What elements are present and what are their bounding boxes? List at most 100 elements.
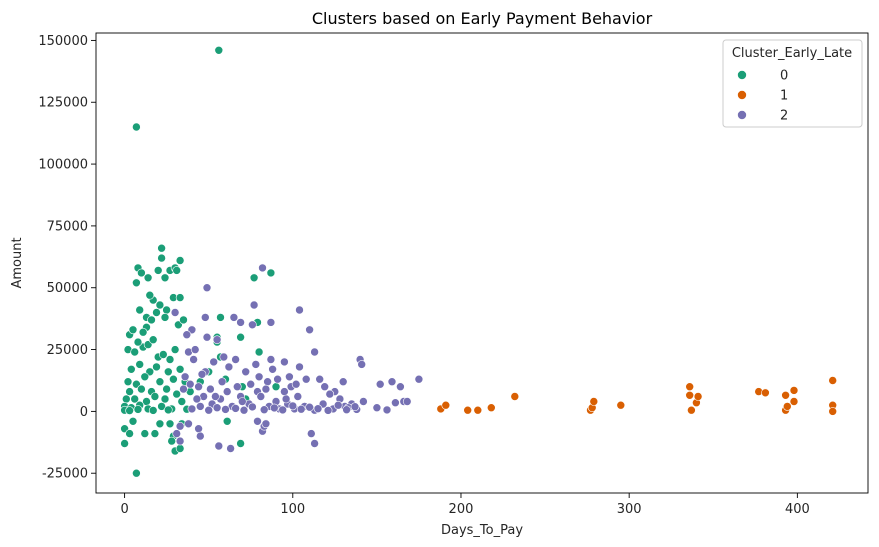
- point-cluster-2: [175, 436, 185, 446]
- point-cluster-0: [150, 392, 160, 401]
- point-cluster-2: [184, 419, 193, 429]
- point-cluster-0: [135, 360, 144, 369]
- point-cluster-2: [261, 419, 271, 429]
- point-cluster-2: [259, 405, 269, 415]
- point-cluster-0: [132, 278, 141, 288]
- y-tick-label: 150000: [38, 34, 88, 49]
- point-cluster-2: [414, 374, 424, 384]
- point-cluster-0: [147, 315, 156, 325]
- point-cluster-0: [135, 305, 144, 315]
- point-cluster-2: [231, 404, 240, 413]
- point-cluster-2: [246, 379, 255, 389]
- plot-frame: [95, 32, 869, 494]
- point-cluster-1: [463, 405, 473, 415]
- point-cluster-0: [236, 439, 245, 448]
- point-cluster-0: [127, 364, 136, 374]
- point-cluster-0: [133, 337, 143, 347]
- point-cluster-1: [685, 390, 695, 400]
- y-tick-label: 125000: [38, 96, 88, 111]
- point-cluster-0: [167, 436, 176, 446]
- point-cluster-0: [148, 335, 158, 345]
- point-cluster-2: [382, 405, 392, 415]
- point-cluster-0: [152, 362, 161, 372]
- legend: Cluster_Early_Late 0 1 2: [722, 39, 863, 128]
- x-tick-label: 200: [449, 502, 474, 517]
- point-cluster-0: [162, 384, 171, 394]
- point-cluster-2: [212, 335, 222, 345]
- point-cluster-2: [196, 402, 205, 411]
- point-cluster-2: [295, 305, 304, 315]
- point-cluster-2: [192, 394, 202, 404]
- point-cluster-0: [266, 268, 276, 278]
- x-tick-label: 400: [785, 502, 810, 517]
- point-cluster-1: [789, 386, 799, 395]
- legend-box: [722, 39, 863, 128]
- point-cluster-2: [301, 374, 311, 384]
- point-cluster-0: [172, 389, 181, 399]
- point-cluster-0: [159, 350, 168, 359]
- point-cluster-2: [175, 421, 185, 431]
- point-cluster-0: [162, 305, 171, 315]
- point-cluster-2: [221, 405, 230, 414]
- x-axis: 0 100 200 300 400: [120, 493, 810, 517]
- point-cluster-2: [357, 360, 367, 369]
- point-cluster-1: [685, 382, 695, 392]
- point-cluster-0: [137, 268, 146, 278]
- point-cluster-2: [372, 403, 382, 413]
- point-cluster-2: [387, 377, 397, 387]
- point-cluster-0: [160, 394, 170, 404]
- point-cluster-2: [196, 431, 205, 441]
- point-cluster-2: [305, 325, 314, 335]
- point-cluster-2: [342, 405, 351, 415]
- point-cluster-2: [180, 372, 190, 382]
- point-cluster-2: [189, 355, 198, 364]
- point-cluster-2: [263, 377, 272, 387]
- point-cluster-0: [175, 444, 185, 453]
- point-cluster-0: [153, 266, 163, 275]
- point-cluster-2: [201, 313, 210, 322]
- legend-marker-cluster-1: [737, 90, 747, 100]
- point-cluster-2: [280, 387, 289, 396]
- point-cluster-2: [402, 397, 412, 406]
- point-cluster-0: [214, 45, 224, 55]
- point-cluster-2: [261, 384, 271, 394]
- point-cluster-0: [130, 394, 139, 404]
- point-cluster-0: [249, 273, 259, 283]
- legend-marker-cluster-0: [737, 70, 747, 80]
- legend-items: 0 1 2: [737, 69, 788, 124]
- point-cluster-2: [278, 405, 288, 415]
- point-cluster-0: [145, 290, 155, 300]
- point-cluster-1: [589, 397, 599, 406]
- point-cluster-1: [486, 403, 496, 413]
- legend-marker-cluster-2: [737, 110, 747, 120]
- point-cluster-2: [320, 382, 330, 392]
- point-cluster-2: [254, 372, 264, 382]
- point-cluster-2: [306, 429, 316, 438]
- y-tick-label: -25000: [42, 467, 88, 482]
- point-cluster-2: [182, 330, 192, 340]
- point-cluster-1: [828, 376, 838, 385]
- point-cluster-2: [375, 379, 385, 389]
- point-cluster-0: [137, 384, 146, 394]
- point-cluster-0: [160, 273, 170, 283]
- point-cluster-0: [175, 364, 185, 374]
- point-cluster-0: [271, 382, 281, 392]
- point-cluster-2: [313, 404, 323, 414]
- point-cluster-2: [359, 397, 368, 406]
- point-cluster-2: [310, 347, 319, 357]
- point-cluster-0: [122, 394, 131, 404]
- point-cluster-0: [130, 347, 139, 357]
- point-cluster-0: [160, 313, 170, 322]
- point-cluster-2: [296, 404, 306, 414]
- point-cluster-0: [133, 405, 143, 414]
- point-cluster-0: [164, 405, 173, 415]
- point-cluster-2: [194, 424, 203, 434]
- legend-label-cluster-1: 1: [780, 89, 788, 104]
- point-cluster-2: [239, 405, 249, 415]
- point-cluster-0: [140, 372, 150, 382]
- point-cluster-2: [285, 372, 294, 382]
- point-cluster-2: [212, 403, 222, 413]
- point-cluster-2: [224, 362, 234, 372]
- point-cluster-2: [211, 392, 220, 401]
